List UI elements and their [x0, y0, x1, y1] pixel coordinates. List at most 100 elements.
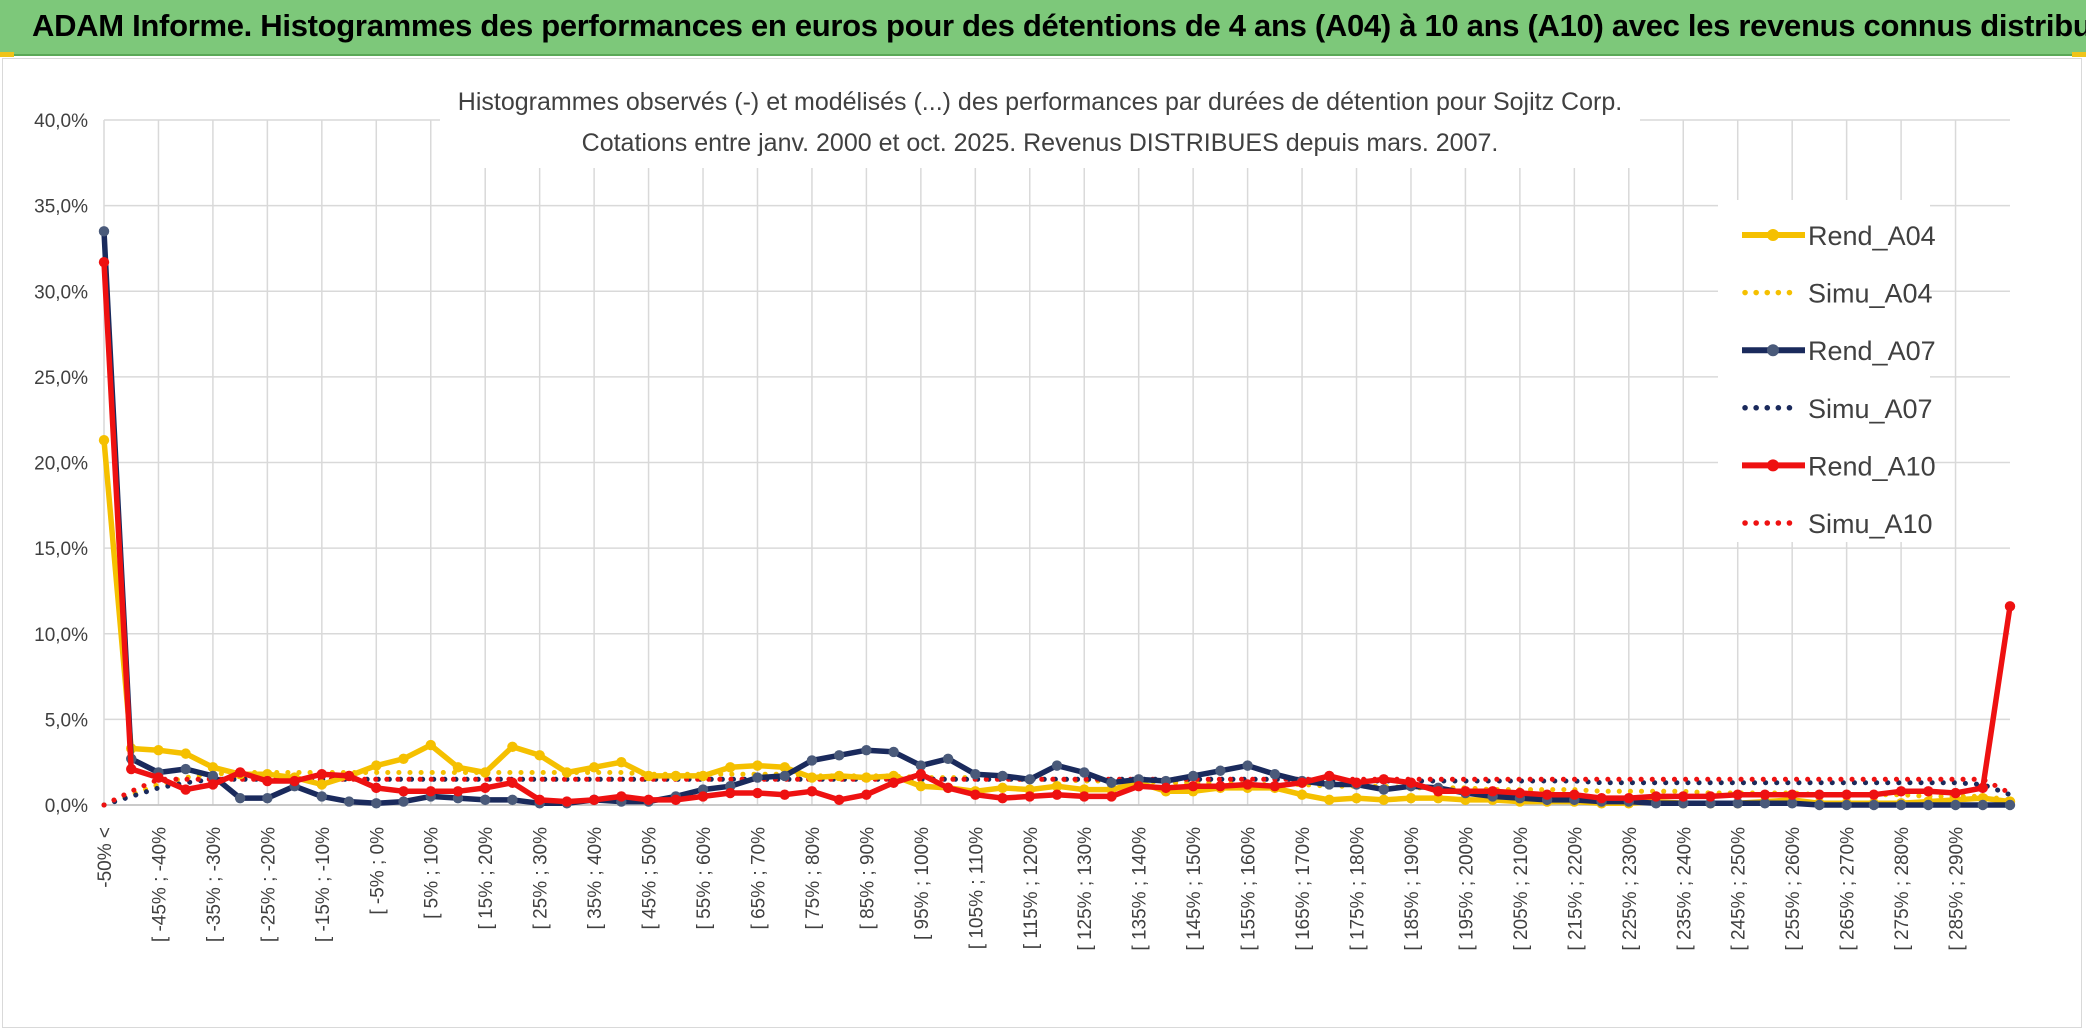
data-point: [180, 784, 191, 795]
data-point: [1923, 799, 1934, 811]
data-point: [1950, 787, 1961, 799]
data-point: [833, 750, 845, 761]
data-point: [942, 753, 954, 764]
data-point: [779, 770, 790, 782]
data-point: [398, 796, 409, 807]
data-point: [1187, 780, 1199, 792]
data-point: [153, 745, 164, 756]
data-point: [534, 750, 545, 761]
data-point: [1514, 787, 1526, 799]
x-tick-label: [ 265% ; 270%: [1838, 827, 1859, 951]
grid-lines: [103, 119, 2010, 806]
data-point: [752, 787, 763, 799]
x-tick-label: [ 5% ; 10%: [422, 827, 443, 919]
data-point: [1296, 789, 1308, 800]
x-tick-label: [ -35% ; -30%: [204, 827, 225, 942]
data-point: [1868, 789, 1880, 800]
data-point: [861, 789, 872, 800]
data-point: [98, 226, 110, 237]
data-point: [1215, 780, 1226, 792]
data-point: [480, 794, 491, 806]
x-tick-label: [ 215% ; 220%: [1565, 827, 1586, 951]
data-point: [2004, 799, 2016, 811]
data-point: [806, 772, 818, 783]
series-simu-a10: [101, 776, 2013, 808]
data-point: [1841, 799, 1852, 811]
x-tick-label: [ 65% ; 70%: [748, 827, 769, 930]
data-point: [1786, 798, 1798, 809]
data-point: [1977, 782, 1988, 794]
data-point: [779, 762, 790, 773]
y-tick-label: 25,0%: [34, 368, 88, 389]
data-point: [507, 794, 518, 806]
data-point: [806, 755, 818, 766]
data-point: [1541, 789, 1553, 800]
x-tick-label: [ 115% ; 120%: [1021, 827, 1042, 949]
data-point: [126, 763, 137, 775]
legend-label: Rend_A10: [1808, 451, 1936, 481]
legend-item: Simu_A07: [1742, 394, 1933, 424]
data-point: [398, 786, 409, 797]
corner-mark-right: [2072, 52, 2086, 57]
data-point: [1324, 779, 1335, 790]
data-point: [833, 770, 845, 782]
legend-item: Rend_A07: [1742, 336, 1936, 366]
data-point: [1487, 786, 1498, 797]
data-point: [697, 770, 709, 782]
data-point: [207, 770, 219, 782]
data-point: [1215, 765, 1226, 776]
data-point: [289, 775, 300, 787]
data-point: [1868, 799, 1880, 811]
data-point: [861, 745, 872, 756]
data-point: [98, 256, 110, 268]
data-point: [997, 770, 1008, 782]
data-point: [480, 782, 491, 794]
data-point: [1650, 791, 1662, 802]
data-point: [1678, 791, 1689, 802]
x-tick-label: [ 135% ; 140%: [1130, 827, 1151, 951]
data-point: [1024, 774, 1035, 785]
legend-label: Simu_A07: [1808, 394, 1933, 424]
data-point: [1895, 799, 1907, 811]
data-point: [997, 792, 1008, 804]
data-point: [1106, 791, 1117, 802]
data-point: [1324, 770, 1335, 782]
data-point: [806, 786, 818, 797]
data-point: [1269, 780, 1281, 792]
data-point: [262, 792, 273, 804]
data-point: [915, 760, 927, 771]
data-point: [343, 770, 355, 782]
x-tick-label: [ 55% ; 60%: [694, 827, 715, 930]
legend-label: Rend_A04: [1808, 221, 1936, 251]
corner-mark-left: [0, 52, 14, 57]
data-point: [234, 767, 246, 778]
data-point: [452, 786, 464, 797]
data-point: [888, 746, 899, 758]
data-point: [1759, 789, 1771, 800]
data-point: [670, 794, 681, 806]
x-tick-label: [ 25% ; 30%: [531, 827, 552, 930]
y-tick-label: 0,0%: [45, 796, 88, 817]
x-tick-label: [ -15% ; -10%: [313, 827, 334, 942]
data-point: [480, 767, 491, 778]
x-tick-label: [ 275% ; 280%: [1892, 827, 1913, 951]
data-point: [861, 772, 872, 783]
data-point: [207, 779, 219, 790]
data-point: [1841, 789, 1852, 800]
chart-title: Histogrammes observés (-) et modélisés (…: [458, 88, 1622, 116]
x-tick-label: [ 155% ; 160%: [1239, 827, 1260, 951]
data-point: [398, 753, 409, 764]
y-tick-label: 20,0%: [34, 454, 88, 475]
legend-item: Simu_A10: [1742, 509, 1933, 539]
legend-marker: [1767, 459, 1779, 472]
x-tick-label: [ 195% ; 200%: [1456, 827, 1477, 951]
x-tick-label: [ -25% ; -20%: [258, 827, 279, 942]
data-point: [643, 770, 654, 782]
legend-marker: [1767, 344, 1779, 357]
data-point: [670, 770, 681, 782]
data-point: [725, 787, 736, 799]
data-point: [1732, 798, 1743, 809]
x-tick-label: [ 85% ; 90%: [857, 827, 878, 930]
x-tick-label: [ 125% ; 130%: [1075, 827, 1096, 951]
data-point: [1378, 774, 1389, 785]
